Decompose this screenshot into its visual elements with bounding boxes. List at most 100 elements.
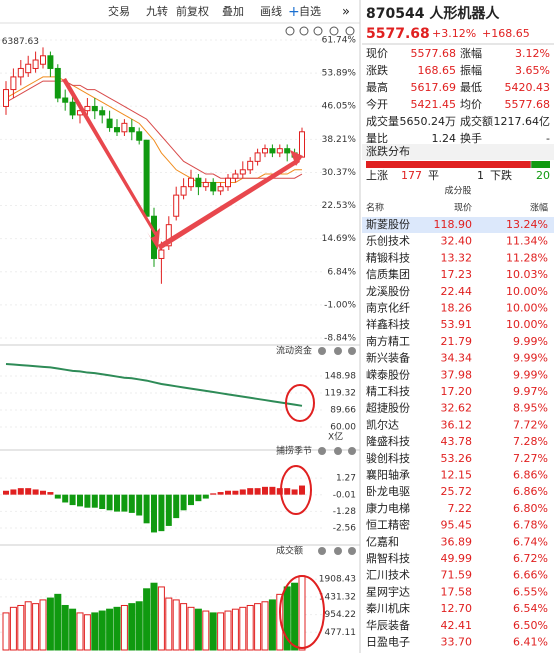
candle-body bbox=[25, 63, 32, 74]
indicator-bar bbox=[77, 494, 83, 507]
toolbar-item[interactable]: 前复权 bbox=[176, 4, 209, 18]
indicator-bar bbox=[180, 494, 187, 511]
table-cell: 71.59 bbox=[441, 569, 473, 582]
table-cell: 6.74% bbox=[513, 535, 548, 548]
volume-bar bbox=[69, 608, 77, 651]
candle-body bbox=[91, 105, 98, 112]
table-cell: 7.22 bbox=[448, 502, 473, 515]
table-cell: 6.55% bbox=[513, 585, 548, 598]
highlight bbox=[280, 465, 312, 515]
quote-value: - bbox=[546, 132, 550, 145]
candle-body bbox=[202, 181, 209, 188]
quote-value: 168.65 bbox=[418, 64, 457, 77]
toolbar-item[interactable]: 叠加 bbox=[222, 5, 244, 18]
indicator-bar bbox=[202, 494, 209, 499]
candle-body bbox=[47, 55, 54, 69]
quote-value: 1217.64亿 bbox=[494, 115, 551, 128]
stock-title: 870544 人形机器人 bbox=[366, 5, 500, 22]
table-title: 成分股 bbox=[444, 185, 471, 197]
arrow-head bbox=[290, 150, 303, 166]
quote-value: 5420.43 bbox=[505, 81, 551, 94]
toolbar-item[interactable]: 画线 bbox=[260, 4, 282, 18]
table-cell: 7.28% bbox=[513, 435, 548, 448]
candle-body bbox=[143, 139, 150, 217]
table-cell: 南方精工 bbox=[366, 334, 410, 348]
candle-body bbox=[188, 177, 194, 188]
indicator-bar bbox=[269, 486, 276, 495]
quote-value: 5577.68 bbox=[411, 47, 457, 60]
volume-bar bbox=[231, 608, 239, 651]
quote-label: 成交量 bbox=[366, 114, 399, 128]
dist-label: 平 bbox=[428, 169, 439, 182]
table-cell: 鼎智科技 bbox=[366, 551, 410, 565]
table-cell: 祥鑫科技 bbox=[366, 317, 410, 331]
volume-bar bbox=[202, 610, 210, 651]
table-cell: 汇川技术 bbox=[366, 569, 410, 582]
y-tick-label: 14.69% bbox=[322, 234, 357, 244]
candle-body bbox=[254, 152, 261, 162]
quote-label: 换手 bbox=[460, 131, 482, 145]
volume-bar bbox=[150, 582, 158, 651]
candle-body bbox=[40, 55, 46, 65]
y-tick-label: 89.66 bbox=[330, 406, 356, 416]
candle-body bbox=[62, 97, 69, 103]
volume-bar bbox=[180, 603, 188, 651]
more-icon[interactable]: » bbox=[342, 5, 350, 20]
volume-bar bbox=[39, 599, 47, 651]
quote-label: 涨幅 bbox=[460, 47, 482, 60]
table-cell: 超捷股份 bbox=[366, 401, 410, 415]
candle-body bbox=[3, 89, 9, 107]
candle-body bbox=[128, 127, 135, 133]
toolbar-item[interactable]: 自选 bbox=[299, 5, 321, 18]
indicator-bar bbox=[62, 494, 69, 503]
table-cell: 118.90 bbox=[434, 218, 473, 231]
table-cell: 龙溪股份 bbox=[366, 285, 410, 298]
indicator-bar bbox=[114, 494, 120, 512]
y-tick-label: 1431.32 bbox=[319, 592, 356, 602]
table-cell: 6.86% bbox=[513, 485, 548, 498]
table-cell: 13.24% bbox=[506, 218, 548, 231]
toolbar-item[interactable]: 交易 bbox=[108, 4, 130, 18]
y-tick-label: 1908.43 bbox=[319, 575, 356, 585]
volume-bar bbox=[224, 610, 232, 651]
volume-bar bbox=[106, 608, 114, 651]
quote-value: 5617.69 bbox=[411, 81, 457, 94]
flow-line bbox=[5, 362, 303, 407]
candle-body bbox=[247, 160, 254, 171]
table-cell: 53.91 bbox=[441, 318, 473, 331]
highlight bbox=[285, 384, 315, 422]
y-tick-label: 954.22 bbox=[325, 610, 357, 620]
y-tick-label: 477.11 bbox=[325, 628, 357, 638]
volume-bar bbox=[291, 582, 299, 651]
volume-bar bbox=[76, 612, 84, 651]
table-cell: 精工科技 bbox=[366, 384, 410, 398]
volume-bar bbox=[128, 603, 136, 651]
indicator-bar bbox=[91, 494, 98, 508]
table-cell: 32.40 bbox=[441, 235, 473, 248]
down-bar bbox=[531, 161, 550, 168]
table-cell: 卧龙电驱 bbox=[366, 485, 410, 498]
indicator-bar bbox=[217, 492, 224, 495]
quote-label: 最低 bbox=[460, 81, 482, 94]
quote-label: 今开 bbox=[366, 97, 388, 111]
table-cell: 25.72 bbox=[441, 485, 473, 498]
table-cell: 7.27% bbox=[513, 452, 548, 465]
table-cell: 亿嘉和 bbox=[366, 534, 399, 548]
volume-bar bbox=[194, 608, 202, 651]
panel-icon bbox=[318, 347, 326, 355]
panel-icon bbox=[334, 347, 342, 355]
indicator-bar bbox=[225, 490, 231, 495]
candle-body bbox=[284, 148, 291, 154]
table-cell: 斯菱股份 bbox=[366, 218, 410, 231]
indicator-bar bbox=[47, 492, 54, 495]
y-tick-label: -0.01 bbox=[333, 490, 356, 500]
indicator-bar bbox=[143, 494, 150, 524]
candle-body bbox=[262, 148, 268, 154]
volume-bar bbox=[172, 599, 180, 651]
indicator-bar bbox=[40, 490, 46, 495]
candle-body bbox=[17, 67, 24, 78]
indicator-bar bbox=[276, 488, 283, 495]
indicator-bar bbox=[262, 486, 268, 495]
toolbar-item[interactable]: 九转 bbox=[146, 4, 168, 18]
quote-label: 均价 bbox=[460, 98, 482, 111]
